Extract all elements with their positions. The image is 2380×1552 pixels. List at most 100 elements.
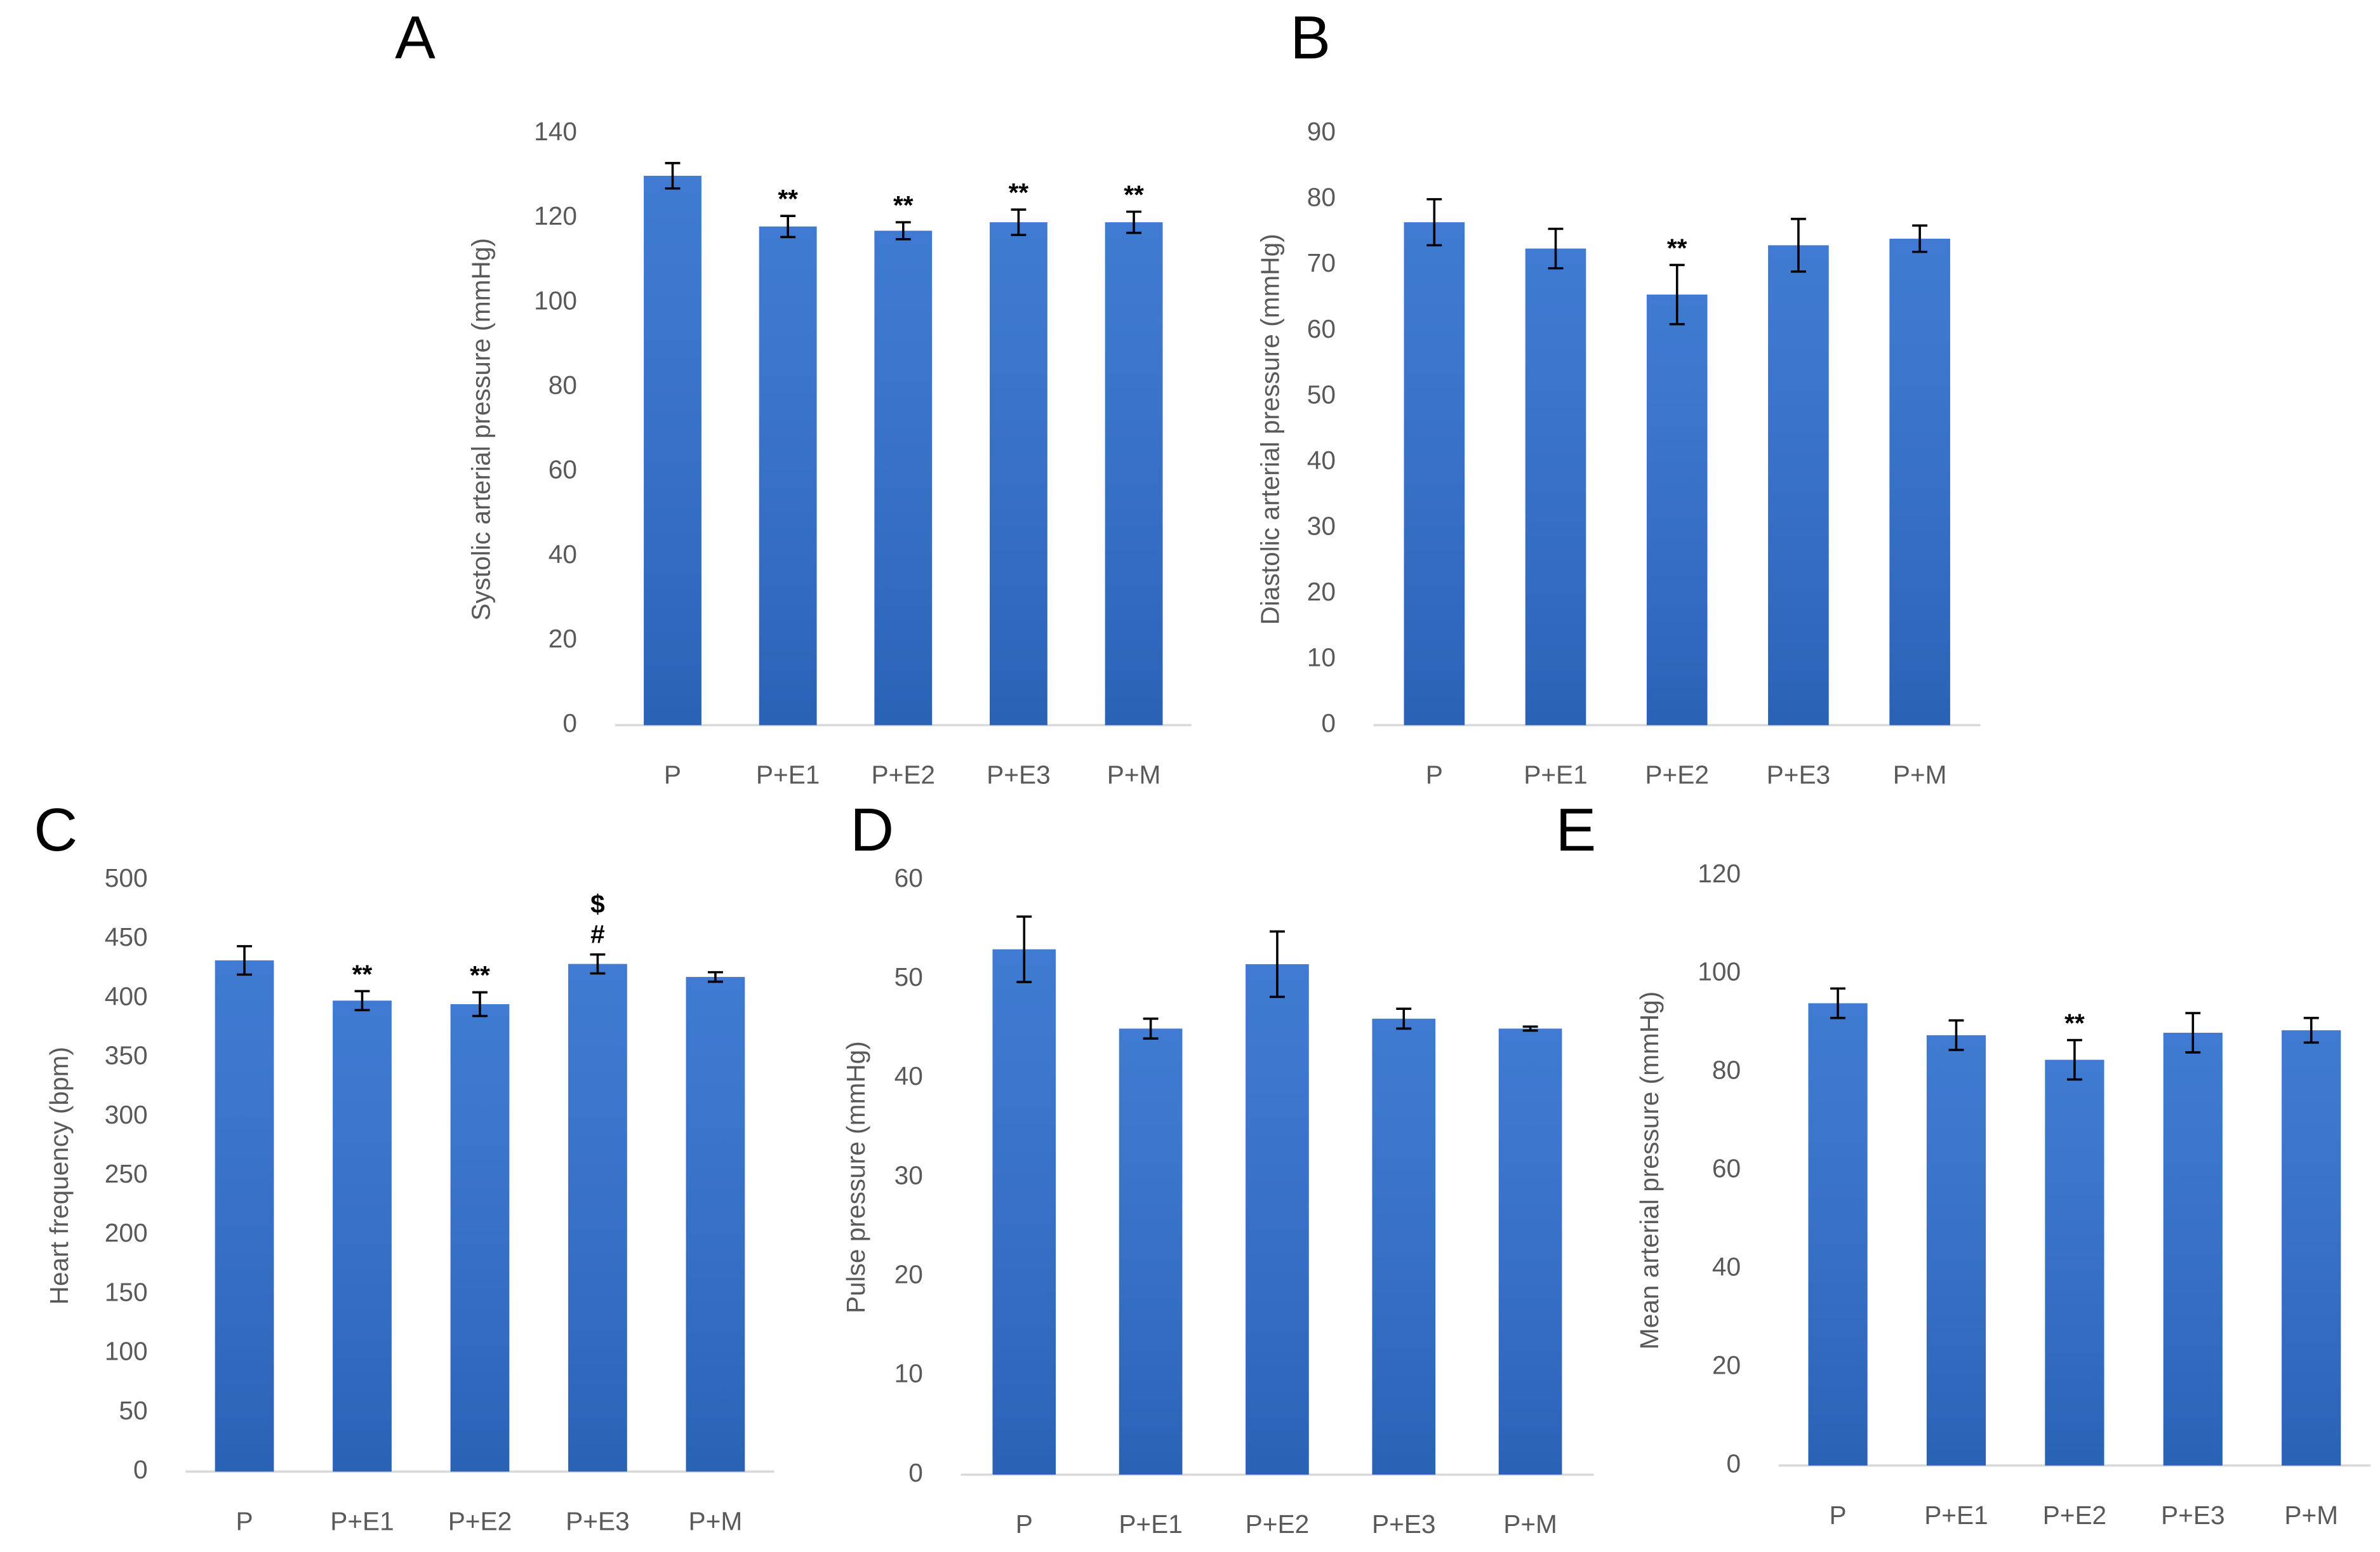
- error-bar: [1548, 227, 1564, 270]
- error-bar: [1011, 208, 1027, 236]
- x-tick-label: P: [1016, 1509, 1033, 1539]
- y-tick-label: 450: [105, 922, 148, 952]
- bar-shade: [1768, 245, 1829, 726]
- bar-shade: [1404, 222, 1465, 726]
- bar-shade: [215, 960, 274, 1472]
- chart-panel: B Diastolic arterial pressure (mmHg) 0 10 20…: [1255, 4, 1981, 789]
- error-bar: [2185, 1012, 2201, 1054]
- annotation: **: [1667, 233, 1687, 262]
- y-tick-label: 100: [105, 1337, 148, 1366]
- x-tick-label: P+E3: [566, 1506, 630, 1535]
- error-bar: [1830, 987, 1845, 1019]
- x-tick-label: P+M: [1503, 1509, 1557, 1539]
- y-tick-label: 70: [1307, 248, 1336, 277]
- annotation: **: [470, 960, 490, 990]
- y-tick-label: 40: [1712, 1252, 1741, 1282]
- y-tick-label: 60: [894, 863, 923, 892]
- y-tick-label: 0: [908, 1458, 923, 1487]
- annotation: #: [590, 920, 605, 949]
- error-bar: [2066, 1038, 2082, 1081]
- annotation: **: [1124, 180, 1144, 209]
- y-tick-label: 0: [1321, 708, 1336, 738]
- bar-shade: [1646, 295, 1708, 726]
- chart-panel: A Systolic arterial pressure (mmHg) 0 20 40 6…: [395, 4, 1192, 789]
- x-tick-label: P+M: [689, 1506, 743, 1535]
- y-tick-label: 50: [894, 962, 923, 992]
- bar-shade: [2282, 1030, 2341, 1466]
- y-axis-label: Heart frequency (bpm): [44, 1047, 74, 1304]
- x-tick-label: P+E2: [1645, 760, 1709, 789]
- y-tick-label: 250: [105, 1159, 148, 1188]
- y-tick-label: 30: [894, 1160, 923, 1190]
- annotation: **: [2064, 1008, 2085, 1037]
- bar-shade: [1926, 1035, 1986, 1466]
- y-tick-label: 10: [1307, 643, 1336, 672]
- error-bar: [1669, 263, 1685, 326]
- y-axis-label: Pulse pressure (mmHg): [841, 1041, 870, 1313]
- y-tick-label: 100: [1698, 957, 1741, 986]
- error-bar: [1912, 224, 1928, 253]
- bar-shade: [1246, 964, 1309, 1475]
- x-tick-label: P+E1: [1924, 1501, 1988, 1530]
- bar-shade: [450, 1004, 510, 1472]
- error-bar: [1016, 915, 1032, 983]
- x-tick-label: P+E3: [2161, 1501, 2225, 1530]
- bar-shade: [992, 949, 1056, 1475]
- bar-shade: [990, 222, 1047, 726]
- bar-shade: [2163, 1032, 2223, 1466]
- x-tick-label: P: [236, 1506, 253, 1535]
- panel-label: E: [1555, 796, 1596, 864]
- y-tick-label: 80: [548, 371, 577, 400]
- panel-label: A: [395, 4, 435, 72]
- bar-shade: [1105, 222, 1163, 726]
- y-tick-label: 40: [1307, 446, 1336, 475]
- x-tick-label: P+E1: [330, 1506, 394, 1535]
- x-tick-label: P+M: [1107, 760, 1161, 789]
- error-bar: [237, 945, 252, 976]
- bar-shade: [644, 175, 701, 726]
- y-tick-label: 20: [548, 624, 577, 653]
- x-tick-label: P+E2: [872, 760, 936, 789]
- x-tick-label: P: [1426, 760, 1443, 789]
- y-axis-label: Mean arterial pressure (mmHg): [1635, 992, 1664, 1350]
- y-tick-label: 10: [894, 1359, 923, 1388]
- chart-panel: C Heart frequency (bpm) 0 50 100 150 200 250 300…: [34, 796, 774, 1535]
- error-bar: [1948, 1019, 1964, 1051]
- y-tick-label: 50: [119, 1396, 147, 1425]
- bar-shade: [2045, 1059, 2104, 1466]
- bar-shade: [1525, 248, 1586, 726]
- x-tick-label: P+M: [2284, 1501, 2338, 1530]
- x-tick-label: P+E2: [2043, 1501, 2107, 1530]
- error-bar: [472, 991, 488, 1018]
- y-tick-label: 140: [534, 117, 577, 146]
- x-tick-label: P+E3: [1372, 1509, 1436, 1539]
- x-tick-label: P+E3: [1767, 760, 1831, 789]
- y-tick-label: 0: [562, 708, 577, 738]
- bar-shade: [1119, 1028, 1183, 1475]
- x-tick-label: P+E2: [448, 1506, 512, 1535]
- error-bar: [590, 953, 606, 975]
- x-tick-label: P+M: [1893, 760, 1947, 789]
- panel-label: D: [850, 796, 894, 864]
- bar-shade: [1889, 239, 1950, 726]
- error-bar: [707, 971, 723, 983]
- y-tick-label: 20: [894, 1260, 923, 1289]
- x-tick-label: P: [1829, 1501, 1846, 1530]
- bar-shade: [333, 1000, 392, 1472]
- bar-shade: [1372, 1018, 1436, 1475]
- bar-shade: [1498, 1028, 1562, 1475]
- bar-shade: [686, 977, 745, 1472]
- error-bar: [1269, 930, 1285, 998]
- error-bar: [1790, 218, 1806, 273]
- y-tick-label: 20: [1307, 577, 1336, 606]
- bar-shade: [874, 230, 933, 726]
- y-tick-label: 120: [1698, 859, 1741, 888]
- y-tick-label: 300: [105, 1100, 148, 1129]
- error-bar: [354, 990, 370, 1012]
- y-tick-label: 500: [105, 863, 148, 892]
- bar-shade: [759, 226, 817, 726]
- y-tick-label: 50: [1307, 380, 1336, 409]
- panel-label: B: [1290, 4, 1331, 72]
- y-tick-label: 90: [1307, 117, 1336, 146]
